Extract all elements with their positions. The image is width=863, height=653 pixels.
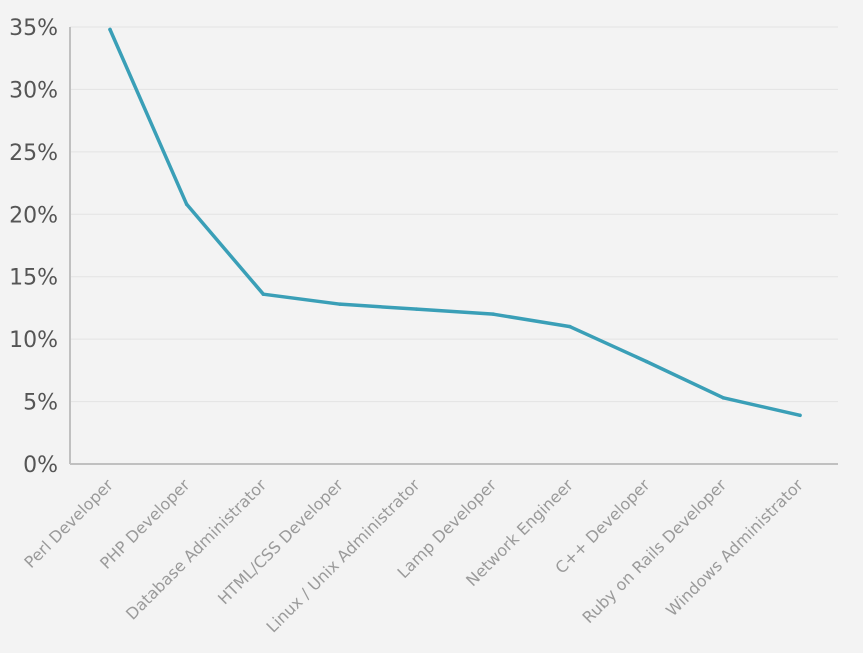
data-point	[414, 307, 419, 311]
y-axis-ticks: 0% 5% 10% 15% 20% 25% 30% 35%	[9, 16, 58, 478]
y-tick-label: 15%	[9, 266, 58, 291]
data-point	[798, 413, 802, 418]
data-point	[338, 302, 342, 306]
data-point	[568, 324, 572, 329]
y-tick-label: 30%	[9, 78, 58, 103]
y-tick-label: 25%	[9, 141, 58, 166]
y-tick-label: 20%	[9, 203, 58, 228]
data-point	[184, 202, 189, 207]
y-tick-label: 10%	[9, 328, 58, 353]
data-point	[491, 312, 496, 316]
grid-layer	[70, 26, 838, 403]
series-layer	[108, 27, 802, 418]
y-tick-label: 0%	[23, 453, 58, 478]
x-tick-label: HTML/CSS Developer	[214, 475, 347, 608]
data-point	[721, 396, 726, 400]
series-line	[108, 27, 802, 418]
data-point	[644, 359, 649, 364]
data-point	[261, 292, 266, 296]
x-tick-label: Ruby on Rails Developer	[579, 475, 731, 627]
x-tick-label: Database Administrator	[122, 475, 270, 623]
x-tick-label: Linux / Unix Administrator	[263, 475, 424, 636]
y-tick-label: 5%	[23, 391, 58, 416]
y-tick-label: 35%	[9, 16, 58, 41]
data-point	[108, 27, 112, 32]
axis-layer	[69, 27, 838, 465]
x-tick-label: Windows Administrator	[662, 475, 807, 620]
